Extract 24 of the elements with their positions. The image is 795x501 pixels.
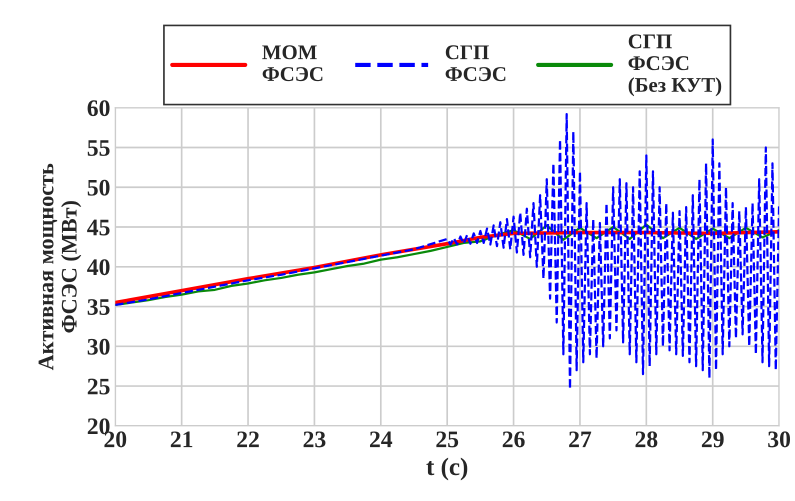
x-tick-label: 23 [304,431,326,448]
legend-label: СГП ФСЭС [446,45,506,82]
y-tick-label: 25 [88,378,110,395]
line-series [115,112,780,390]
x-axis-title: t (c) [426,458,468,480]
x-tick-label: 26 [502,431,525,448]
x-tick-label: 28 [636,431,658,448]
y-tick-label: 35 [88,299,110,315]
y-tick-label: 40 [87,259,110,276]
y-tick-label: 60 [88,100,110,116]
y-tick-label: 55 [88,140,110,156]
x-tick-label: 25 [436,431,458,448]
x-tick-label: 29 [702,431,724,448]
legend-label: МОМ ФСЭС [262,45,322,82]
x-tick-label: 22 [237,431,259,448]
y-tick-label: 30 [88,338,110,355]
legend-label: СГП ФСЭС (Без КУТ) [628,34,722,96]
x-tick-label: 30 [768,431,790,448]
x-tick-label: 27 [569,431,592,448]
x-tick-label: 21 [170,431,192,448]
y-axis-title: Активная мощность ФСЭС (МВт) [38,164,82,370]
y-tick-label: 50 [88,180,110,196]
y-tick-label: 45 [87,220,110,236]
x-tick-label: 24 [370,431,392,448]
